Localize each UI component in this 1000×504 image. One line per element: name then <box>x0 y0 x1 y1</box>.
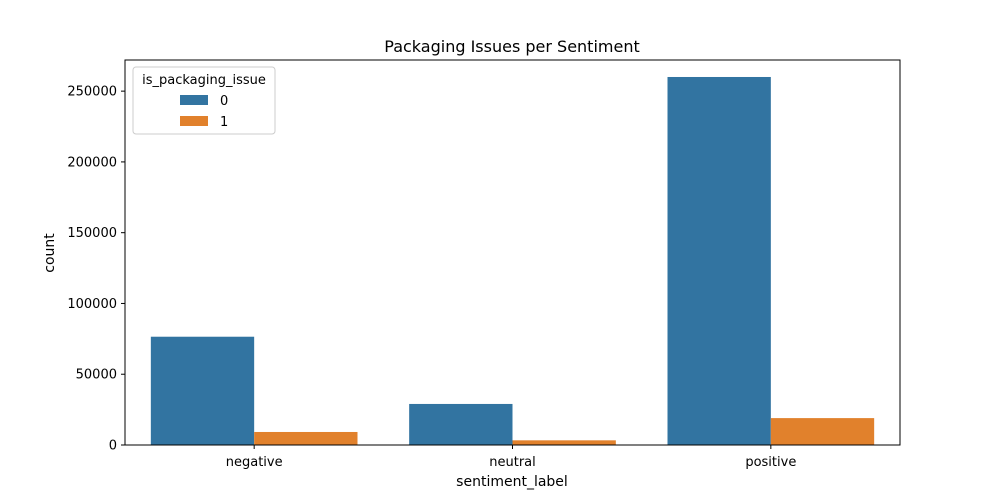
x-axis: negative neutral positive <box>226 445 796 470</box>
y-tick-label: 200000 <box>67 155 117 170</box>
bar-negative-series-1 <box>254 431 358 445</box>
y-axis: 0 50000 100000 150000 200000 250000 <box>67 85 125 454</box>
y-tick-label: 250000 <box>67 85 117 100</box>
plot-frame <box>124 59 901 446</box>
bar-negative-series-0 <box>150 336 255 445</box>
x-tick-label-positive: positive <box>745 455 796 470</box>
y-tick-label: 0 <box>109 439 117 454</box>
y-tick-label: 50000 <box>76 368 117 383</box>
x-tick-label-negative: negative <box>226 455 283 470</box>
bar-positive-series-1 <box>770 418 875 445</box>
x-axis-label: sentiment_label <box>456 474 568 490</box>
legend-label-1: 1 <box>220 115 228 130</box>
legend-label-0: 0 <box>220 94 228 109</box>
bar-neutral-series-1 <box>512 440 616 445</box>
legend-swatch-0 <box>180 95 208 105</box>
legend: is_packaging_issue 0 1 <box>132 66 276 135</box>
y-tick-label: 100000 <box>67 297 117 312</box>
bar-neutral-series-0 <box>409 403 513 445</box>
x-tick-label-neutral: neutral <box>489 455 536 470</box>
bars-layer <box>150 76 875 445</box>
bar-positive-series-0 <box>667 76 771 445</box>
chart-title: Packaging Issues per Sentiment <box>384 37 639 56</box>
y-tick-label: 150000 <box>67 226 117 241</box>
legend-swatch-1 <box>180 116 208 126</box>
legend-title: is_packaging_issue <box>142 73 266 88</box>
y-axis-label: count <box>42 233 58 273</box>
